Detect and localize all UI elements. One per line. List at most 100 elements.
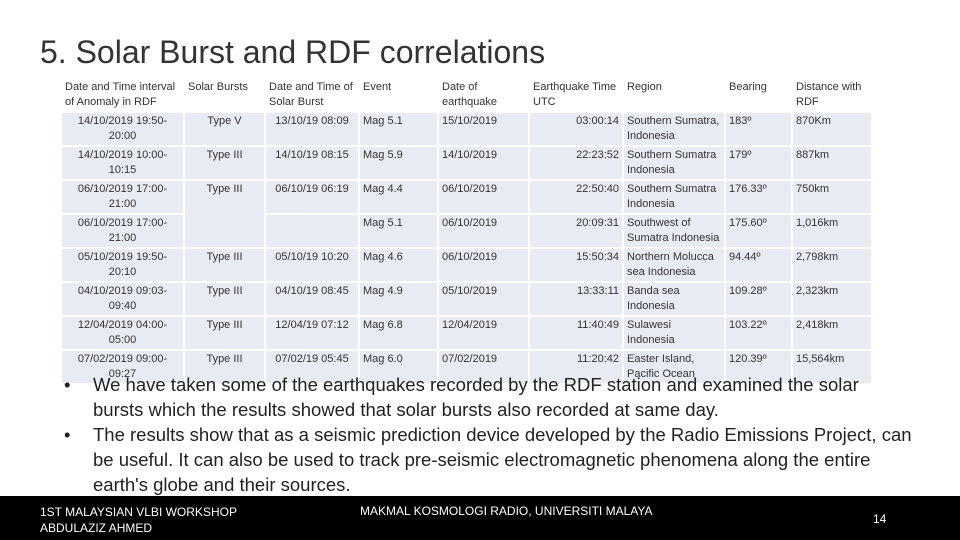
cell-interval: 14/10/2019 19:50-20:00: [62, 113, 183, 145]
cell-bearing: 176.33º: [726, 181, 791, 213]
cell-distance: 887km: [793, 147, 871, 179]
cell-burst-time: 07/02/19 05:45: [266, 351, 358, 383]
header-event: Event: [360, 79, 437, 111]
header-interval: Date and Time interval of Anomaly in RDF: [62, 79, 183, 111]
cell-distance: 2,418km: [793, 317, 871, 349]
cell-region: Southern Sumatra Indonesia: [624, 181, 724, 213]
cell-bearing: 183º: [726, 113, 791, 145]
cell-event: Mag 5.9: [360, 147, 437, 179]
cell-burst-time: 06/10/19 06:19: [266, 181, 358, 213]
cell-eq-time: 11:20:42: [530, 351, 622, 383]
cell-burst-time: 12/04/19 07:12: [266, 317, 358, 349]
cell-bearing: 120.39º: [726, 351, 791, 383]
cell-burst-time: 05/10/19 10:20: [266, 249, 358, 281]
table-row: 06/10/2019 17:00-21:00 Type III 06/10/19…: [62, 181, 871, 247]
cell-eq-time: 13:33:11: [530, 283, 622, 315]
cell-eq-date: 06/10/2019: [439, 181, 528, 213]
header-eq-date: Date of earthquake: [439, 79, 528, 111]
cell-event: Mag 6.0: [360, 351, 437, 383]
footer-bar: 1ST MALAYSIAN VLBI WORKSHOP ABDULAZIZ AH…: [0, 496, 960, 540]
cell-interval: 14/10/2019 10:00-10:15: [62, 147, 183, 179]
cell-region: Northern Molucca sea Indonesia: [624, 249, 724, 281]
cell-eq-date: 14/10/2019: [439, 147, 528, 179]
cell-burst: Type III: [185, 283, 264, 315]
cell-distance: 15,564km: [793, 351, 871, 383]
cell-burst: Type III: [185, 181, 264, 247]
table-row: 07/02/2019 09:00-09:27 Type III 07/02/19…: [62, 351, 871, 383]
cell-burst-time: [266, 215, 358, 247]
footer-author: ABDULAZIZ AHMED: [40, 521, 153, 535]
cell-bearing: 103.22º: [726, 317, 791, 349]
cell-eq-time: 22:50:40: [530, 181, 622, 213]
bullet-text: The results show that as a seismic predi…: [93, 424, 912, 495]
cell-region: Sulawesi Indonesia: [624, 317, 724, 349]
table-row: 06/10/2019 17:00-21:00 Mag 5.1 06/10/201…: [62, 215, 871, 247]
cell-eq-date: 12/04/2019: [439, 317, 528, 349]
header-bearing: Bearing: [726, 79, 791, 111]
bullet-icon: •: [64, 374, 71, 395]
cell-eq-time: 20:09:31: [530, 215, 622, 247]
cell-event: Mag 5.1: [360, 215, 437, 247]
cell-interval: 07/02/2019 09:00-09:27: [62, 351, 183, 383]
cell-eq-time: 22:23:52: [530, 147, 622, 179]
bullet-item: • The results show that as a seismic pre…: [64, 422, 914, 497]
cell-interval: 12/04/2019 04:00-05:00: [62, 317, 183, 349]
cell-burst: Type III: [185, 351, 264, 383]
cell-event: Mag 4.9: [360, 283, 437, 315]
cell-bearing: 109.28º: [726, 283, 791, 315]
bullet-text: We have taken some of the earthquakes re…: [93, 374, 859, 420]
table-row: 04/10/2019 09:03-09:40 Type III 04/10/19…: [62, 283, 871, 315]
cell-distance: 750km: [793, 181, 871, 213]
cell-eq-date: 15/10/2019: [439, 113, 528, 145]
cell-burst-time: 14/10/19 08:15: [266, 147, 358, 179]
table-row: 14/10/2019 10:00-10:15 Type III 14/10/19…: [62, 147, 871, 179]
bullet-item: • We have taken some of the earthquakes …: [64, 372, 914, 422]
cell-eq-time: 15:50:34: [530, 249, 622, 281]
header-burst-time: Date and Time of Solar Burst: [266, 79, 358, 111]
cell-event: Mag 4.6: [360, 249, 437, 281]
cell-region: Southern Sumatra, Indonesia: [624, 113, 724, 145]
cell-distance: 2,798km: [793, 249, 871, 281]
cell-region: Southwest of Sumatra Indonesia: [624, 215, 724, 247]
cell-event: Mag 5.1: [360, 113, 437, 145]
cell-burst-time: 04/10/19 08:45: [266, 283, 358, 315]
bullet-icon: •: [64, 424, 71, 445]
bullet-list: • We have taken some of the earthquakes …: [64, 372, 914, 497]
cell-eq-date: 07/02/2019: [439, 351, 528, 383]
cell-bearing: 94.44º: [726, 249, 791, 281]
header-distance: Distance with RDF: [793, 79, 871, 111]
cell-distance: 870Km: [793, 113, 871, 145]
cell-bearing: 175.60º: [726, 215, 791, 247]
table-row: 05/10/2019 19:50-20:10 Type III 05/10/19…: [62, 249, 871, 281]
page-number: 14: [873, 512, 887, 526]
table-row: 12/04/2019 04:00-05:00 Type III 12/04/19…: [62, 317, 871, 349]
cell-region: Southern Sumatra Indonesia: [624, 147, 724, 179]
cell-burst: Type III: [185, 147, 264, 179]
cell-eq-date: 05/10/2019: [439, 283, 528, 315]
slide-title: 5. Solar Burst and RDF correlations: [40, 34, 546, 70]
cell-burst-time: 13/10/19 08:09: [266, 113, 358, 145]
cell-region: Easter Island, Pacific Ocean: [624, 351, 724, 383]
cell-bearing: 179º: [726, 147, 791, 179]
footer-workshop: 1ST MALAYSIAN VLBI WORKSHOP: [40, 505, 237, 519]
cell-eq-date: 06/10/2019: [439, 215, 528, 247]
cell-interval: 06/10/2019 17:00-21:00: [62, 181, 183, 213]
cell-interval: 06/10/2019 17:00-21:00: [62, 215, 183, 247]
correlation-table: Date and Time interval of Anomaly in RDF…: [60, 77, 873, 385]
table-row: 14/10/2019 19:50-20:00 Type V 13/10/19 0…: [62, 113, 871, 145]
cell-eq-date: 06/10/2019: [439, 249, 528, 281]
cell-interval: 04/10/2019 09:03-09:40: [62, 283, 183, 315]
header-region: Region: [624, 79, 724, 111]
cell-interval: 05/10/2019 19:50-20:10: [62, 249, 183, 281]
cell-burst: Type III: [185, 317, 264, 349]
header-solar-bursts: Solar Bursts: [185, 79, 264, 111]
cell-region: Banda sea Indonesia: [624, 283, 724, 315]
cell-eq-time: 03:00:14: [530, 113, 622, 145]
cell-distance: 1,016km: [793, 215, 871, 247]
table-header-row: Date and Time interval of Anomaly in RDF…: [62, 79, 871, 111]
cell-burst: Type V: [185, 113, 264, 145]
cell-eq-time: 11:40:49: [530, 317, 622, 349]
cell-event: Mag 6.8: [360, 317, 437, 349]
footer-left: 1ST MALAYSIAN VLBI WORKSHOP ABDULAZIZ AH…: [40, 504, 237, 536]
header-eq-time: Earthquake Time UTC: [530, 79, 622, 111]
